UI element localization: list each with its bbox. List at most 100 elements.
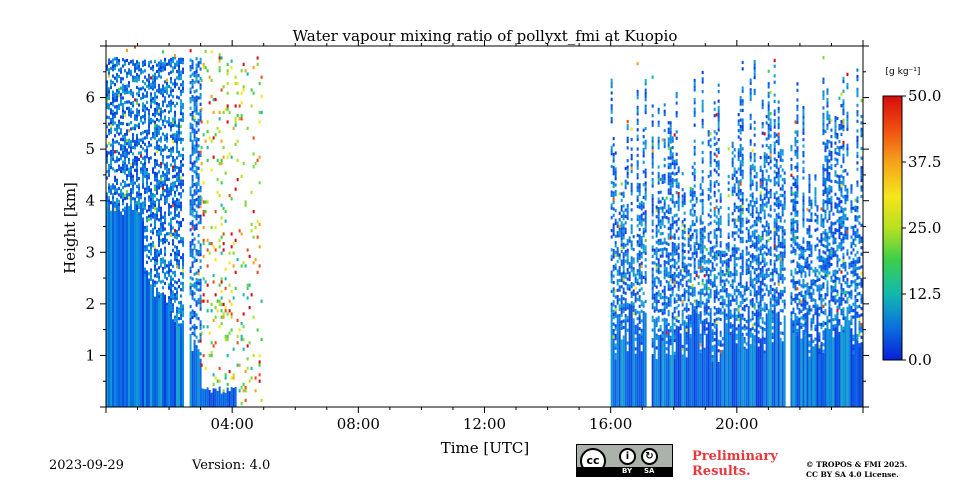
heat-cell [174, 254, 176, 258]
heat-cell [250, 229, 253, 233]
heat-cell [741, 259, 744, 263]
heat-cell [755, 223, 758, 227]
heat-cell [108, 202, 110, 407]
heat-cell [189, 209, 192, 213]
heat-cell [725, 265, 728, 269]
heat-cell [226, 155, 229, 159]
heat-cell [224, 334, 227, 338]
heat-cell [800, 264, 803, 269]
heat-cell [197, 179, 200, 183]
heat-cell [741, 220, 744, 225]
heat-cell [659, 225, 662, 229]
heat-cell [669, 207, 672, 211]
heat-cell [193, 163, 196, 167]
heat-cell [110, 101, 112, 106]
heat-cell [180, 118, 182, 122]
heat-cell [618, 330, 621, 407]
heat-cell [816, 278, 819, 282]
heat-cell [630, 185, 633, 190]
heat-cell [610, 190, 613, 194]
heat-cell [806, 308, 809, 312]
heat-cell [176, 245, 178, 250]
heat-cell [733, 256, 736, 261]
heat-cell [671, 245, 674, 249]
heat-cell [204, 50, 207, 54]
heat-cell [212, 382, 215, 386]
heat-cell [798, 266, 801, 270]
heat-cell [751, 195, 754, 199]
heat-cell [820, 239, 823, 243]
heat-cell [180, 310, 182, 314]
heat-cell [106, 93, 108, 97]
heat-cell [749, 235, 752, 239]
heat-cell [180, 304, 182, 308]
heat-cell [180, 57, 182, 61]
heat-cell [717, 249, 720, 254]
heat-cell [808, 183, 811, 187]
heat-cell [160, 152, 162, 156]
heat-cell [142, 179, 144, 183]
heat-cell [168, 190, 170, 194]
heat-cell [739, 227, 742, 231]
heat-cell [777, 119, 780, 123]
heat-cell [808, 359, 811, 407]
heat-cell [195, 249, 198, 253]
heat-cell [610, 257, 613, 261]
heat-cell [761, 99, 764, 103]
heat-cell [116, 188, 118, 192]
heat-cell [612, 165, 615, 169]
heat-cell [665, 241, 668, 245]
heat-cell [158, 61, 160, 65]
heat-cell [195, 111, 198, 115]
heat-cell [739, 304, 742, 308]
heat-cell [132, 187, 134, 191]
heat-cell [709, 253, 712, 257]
heat-cell [176, 95, 178, 99]
heat-cell [160, 149, 162, 153]
heat-cell [681, 300, 684, 304]
heat-cell [723, 273, 726, 277]
heat-cell [763, 305, 766, 309]
heat-cell [816, 275, 819, 279]
heat-cell [218, 238, 221, 242]
heat-cell [622, 281, 625, 285]
heat-cell [689, 234, 692, 238]
heat-cell [741, 284, 744, 289]
heat-cell [156, 149, 158, 154]
heat-cell [796, 133, 799, 137]
heat-cell [106, 202, 108, 206]
heat-cell [727, 267, 730, 271]
heat-cell [741, 332, 744, 337]
heat-cell [689, 317, 692, 322]
heat-cell [180, 140, 182, 145]
heat-cell [761, 330, 764, 334]
heat-cell [681, 277, 684, 281]
heat-cell [707, 187, 710, 191]
heat-cell [804, 322, 807, 326]
heat-cell [626, 181, 629, 185]
heat-cell [800, 274, 803, 278]
heat-cell [632, 247, 635, 252]
heat-cell [162, 222, 164, 226]
heat-cell [636, 93, 639, 97]
heat-cell [814, 337, 817, 341]
heat-cell [659, 200, 662, 204]
heat-cell [689, 276, 692, 280]
heat-cell [636, 62, 639, 66]
heat-cell [150, 105, 152, 109]
heat-cell [195, 165, 198, 170]
heat-cell [614, 250, 617, 254]
heat-cell [256, 219, 259, 223]
heat-cell [717, 339, 720, 343]
heat-cell [671, 254, 674, 258]
heat-cell [616, 250, 619, 254]
heat-cell [757, 263, 760, 267]
heat-cell [806, 292, 809, 296]
heat-cell [775, 181, 778, 185]
heat-cell [236, 178, 239, 182]
heat-cell [659, 254, 662, 258]
heat-cell [719, 260, 722, 264]
heat-cell [212, 344, 215, 348]
heat-cell [148, 144, 150, 148]
heat-cell [220, 296, 223, 300]
